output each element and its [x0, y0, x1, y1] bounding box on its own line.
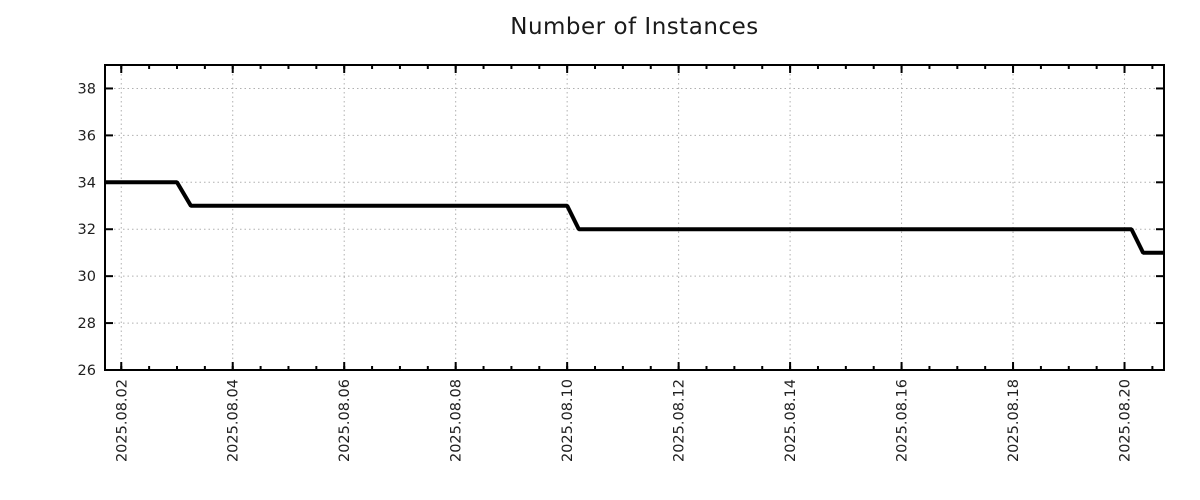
chart-title: Number of Instances: [510, 14, 759, 40]
x-tick-label: 2025.08.02: [114, 379, 130, 462]
y-tick-label: 28: [78, 316, 96, 332]
y-tick-label: 30: [78, 269, 96, 285]
axis-ticks: [105, 65, 1164, 371]
y-tick-label: 32: [78, 222, 96, 238]
y-tick-label: 38: [78, 81, 96, 97]
grid-lines: [105, 65, 1164, 371]
x-tick-label: 2025.08.14: [783, 379, 799, 462]
x-tick-label: 2025.08.16: [895, 379, 911, 462]
y-tick-label: 26: [78, 363, 96, 379]
plot-border: [104, 64, 1165, 371]
x-tick-label: 2025.08.12: [672, 379, 688, 462]
plot-frame: [104, 64, 1165, 371]
x-tick-label: 2025.08.20: [1118, 379, 1134, 462]
x-tick-label: 2025.08.06: [337, 379, 353, 462]
x-tick-label: 2025.08.08: [449, 379, 465, 462]
x-tick-label: 2025.08.04: [226, 379, 242, 462]
y-tick-label: 34: [78, 175, 96, 191]
data-line-instances: [105, 180, 1164, 255]
x-tick-label: 2025.08.10: [560, 379, 576, 462]
data-series: [105, 180, 1164, 255]
x-tick-label: 2025.08.18: [1006, 379, 1022, 462]
y-tick-label: 36: [78, 128, 96, 144]
axis-labels: 26 28 30 32 34 36 38 2025.08.02 2025.08.04 2025.0…: [78, 81, 1134, 462]
